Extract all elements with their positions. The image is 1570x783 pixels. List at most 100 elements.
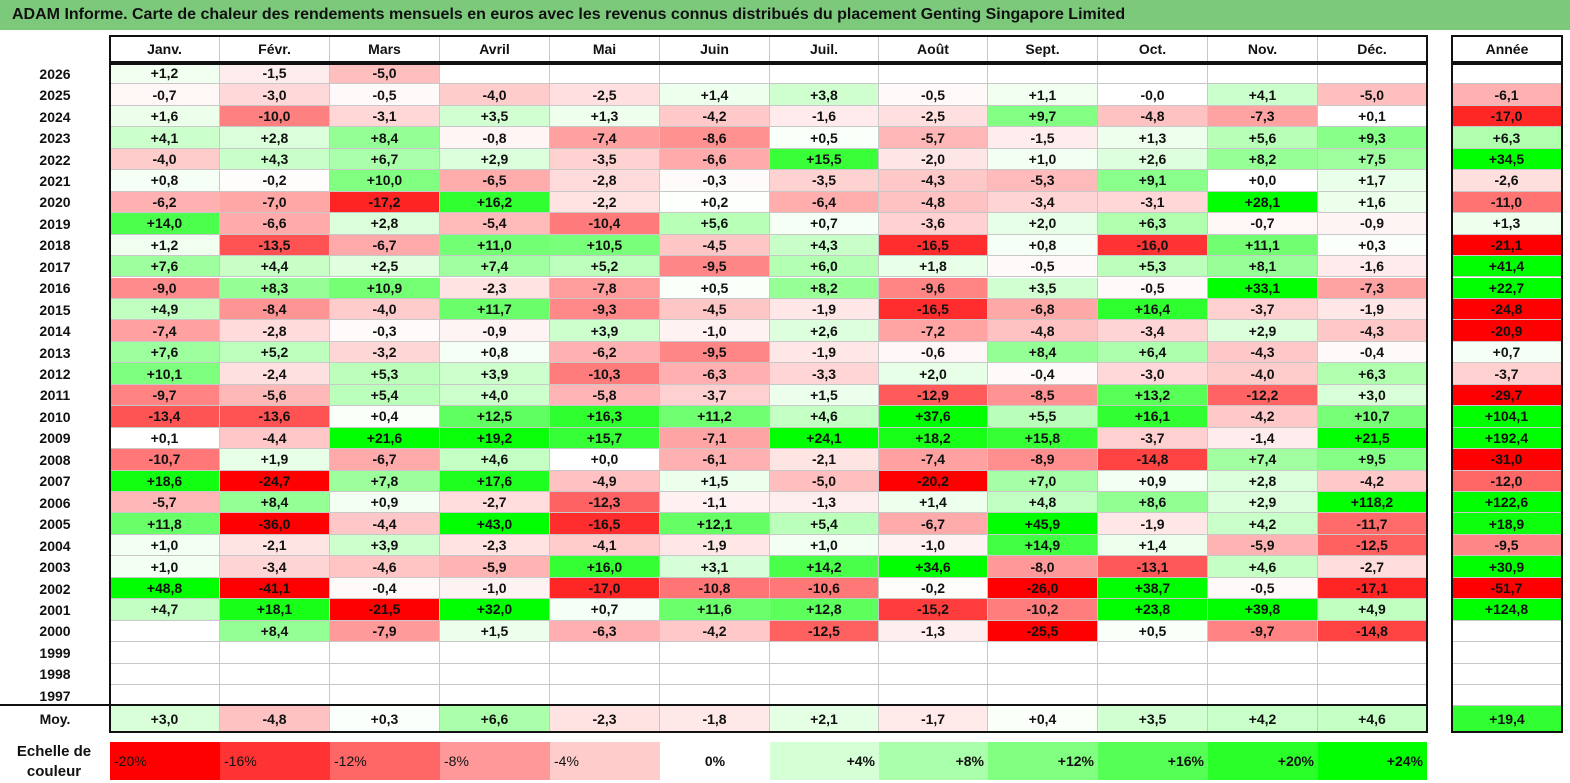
heatmap-cell: +6,3 <box>1098 213 1208 235</box>
heatmap-cell: +5,6 <box>660 213 770 235</box>
heatmap-cell: -4,0 <box>110 148 220 171</box>
heatmap-cell <box>988 642 1098 664</box>
heatmap-cell <box>550 63 660 85</box>
average-cell: +0,4 <box>988 706 1098 732</box>
heatmap-cell: -3,6 <box>879 213 988 235</box>
heatmap-cell: +0,8 <box>440 341 550 364</box>
heatmap-cell: +0,8 <box>110 170 220 192</box>
annual-cell: +192,4 <box>1452 427 1562 450</box>
heatmap-cell: -1,6 <box>1318 256 1427 278</box>
heatmap-cell: -7,8 <box>550 277 660 299</box>
heatmap-cell: +16,3 <box>550 406 660 428</box>
heatmap-cell: -3,0 <box>1098 363 1208 385</box>
heatmap-cell: +21,6 <box>330 427 440 450</box>
heatmap-cell: -7,1 <box>660 427 770 450</box>
heatmap-cell: +2,6 <box>770 320 879 342</box>
heatmap-cell: +0,3 <box>1318 234 1427 257</box>
heatmap-cell: -17,1 <box>1318 577 1427 600</box>
heatmap-cell <box>1098 63 1208 85</box>
heatmap-cell: +0,7 <box>770 213 879 235</box>
annual-header: Année <box>1452 36 1562 62</box>
heatmap-cell: +11,7 <box>440 298 550 321</box>
heatmap-cell: -8,6 <box>660 127 770 149</box>
year-label: 2011 <box>0 384 110 407</box>
heatmap-cell: -5,7 <box>879 127 988 149</box>
heatmap-cell: +1,4 <box>1098 534 1208 557</box>
heatmap-cell: -41,1 <box>220 577 330 600</box>
heatmap-cell: +7,4 <box>440 256 550 278</box>
heatmap-cell: +4,6 <box>440 449 550 471</box>
heatmap-cell: -21,5 <box>330 599 440 621</box>
annual-cell: +34,5 <box>1452 148 1562 171</box>
heatmap-cell: -9,7 <box>110 384 220 407</box>
month-header-6: Juin <box>660 36 770 62</box>
heatmap-cell: -0,8 <box>440 127 550 149</box>
heatmap-cell: +9,7 <box>988 105 1098 128</box>
heatmap-cell: -4,5 <box>660 234 770 257</box>
heatmap-cell: -1,9 <box>770 341 879 364</box>
heatmap-cell: -4,3 <box>1318 320 1427 342</box>
heatmap-cell: -5,6 <box>220 384 330 407</box>
heatmap-cell: +1,4 <box>879 492 988 514</box>
heatmap-cell: -0,5 <box>879 84 988 106</box>
heatmap-cell: -3,2 <box>330 341 440 364</box>
heatmap-cell: -3,1 <box>330 105 440 128</box>
heatmap-cell: -5,0 <box>770 470 879 492</box>
year-label: 2015 <box>0 298 110 321</box>
heatmap-cell: -8,4 <box>220 298 330 321</box>
heatmap-cell: -9,5 <box>660 341 770 364</box>
heatmap-cell: +5,2 <box>550 256 660 278</box>
annual-cell: -11,0 <box>1452 191 1562 214</box>
heatmap-cell: +1,6 <box>110 105 220 128</box>
heatmap-cell: -6,2 <box>110 191 220 214</box>
heatmap-cell: -1,0 <box>440 577 550 600</box>
heatmap-cell: +4,6 <box>770 406 879 428</box>
heatmap-cell: +18,6 <box>110 470 220 492</box>
heatmap-cell: +5,4 <box>330 384 440 407</box>
heatmap-cell: +7,8 <box>330 470 440 492</box>
average-annual-cell: +19,4 <box>1452 706 1562 732</box>
heatmap-cell: -3,3 <box>770 363 879 385</box>
heatmap-cell: -4,3 <box>1208 341 1318 364</box>
heatmap-cell: -1,9 <box>1318 298 1427 321</box>
heatmap-cell <box>440 663 550 686</box>
heatmap-cell: +0,5 <box>660 277 770 299</box>
heatmap-cell <box>440 642 550 664</box>
heatmap-cell: +39,8 <box>1208 599 1318 621</box>
year-label: 2017 <box>0 256 110 278</box>
annual-cell <box>1452 685 1562 707</box>
heatmap-cell: -1,4 <box>1208 427 1318 450</box>
heatmap-cell: +8,1 <box>1208 256 1318 278</box>
heatmap-cell: -2,8 <box>550 170 660 192</box>
heatmap-cell: +1,3 <box>550 105 660 128</box>
heatmap-cell <box>440 63 550 85</box>
heatmap-cell: +6,4 <box>1098 341 1208 364</box>
heatmap-cell: +12,1 <box>660 513 770 535</box>
heatmap-cell: +0,8 <box>988 234 1098 257</box>
heatmap-cell: -4,8 <box>988 320 1098 342</box>
heatmap-cell: -10,0 <box>220 105 330 128</box>
heatmap-cell: -17,0 <box>550 577 660 600</box>
heatmap-cell: -2,2 <box>550 191 660 214</box>
heatmap-cell: -0,3 <box>660 170 770 192</box>
heatmap-cell: +0,0 <box>1208 170 1318 192</box>
heatmap-cell: +38,7 <box>1098 577 1208 600</box>
heatmap-cell: -4,6 <box>330 556 440 578</box>
heatmap-cell: +118,2 <box>1318 492 1427 514</box>
heatmap-cell <box>660 642 770 664</box>
color-scale-swatch: +20% <box>1208 742 1318 780</box>
heatmap-cell: +5,5 <box>988 406 1098 428</box>
heatmap-cell: +21,5 <box>1318 427 1427 450</box>
heatmap-cell: +43,0 <box>440 513 550 535</box>
heatmap-cell: -3,0 <box>220 84 330 106</box>
heatmap-cell <box>220 642 330 664</box>
heatmap-cell: +1,0 <box>110 556 220 578</box>
heatmap-cell: -2,3 <box>440 277 550 299</box>
heatmap-cell: -17,2 <box>330 191 440 214</box>
annual-cell: -51,7 <box>1452 577 1562 600</box>
heatmap-cell: -25,5 <box>988 620 1098 643</box>
heatmap-cell: -1,6 <box>770 105 879 128</box>
heatmap-cell: +1,0 <box>770 534 879 557</box>
annual-cell: +41,4 <box>1452 256 1562 278</box>
